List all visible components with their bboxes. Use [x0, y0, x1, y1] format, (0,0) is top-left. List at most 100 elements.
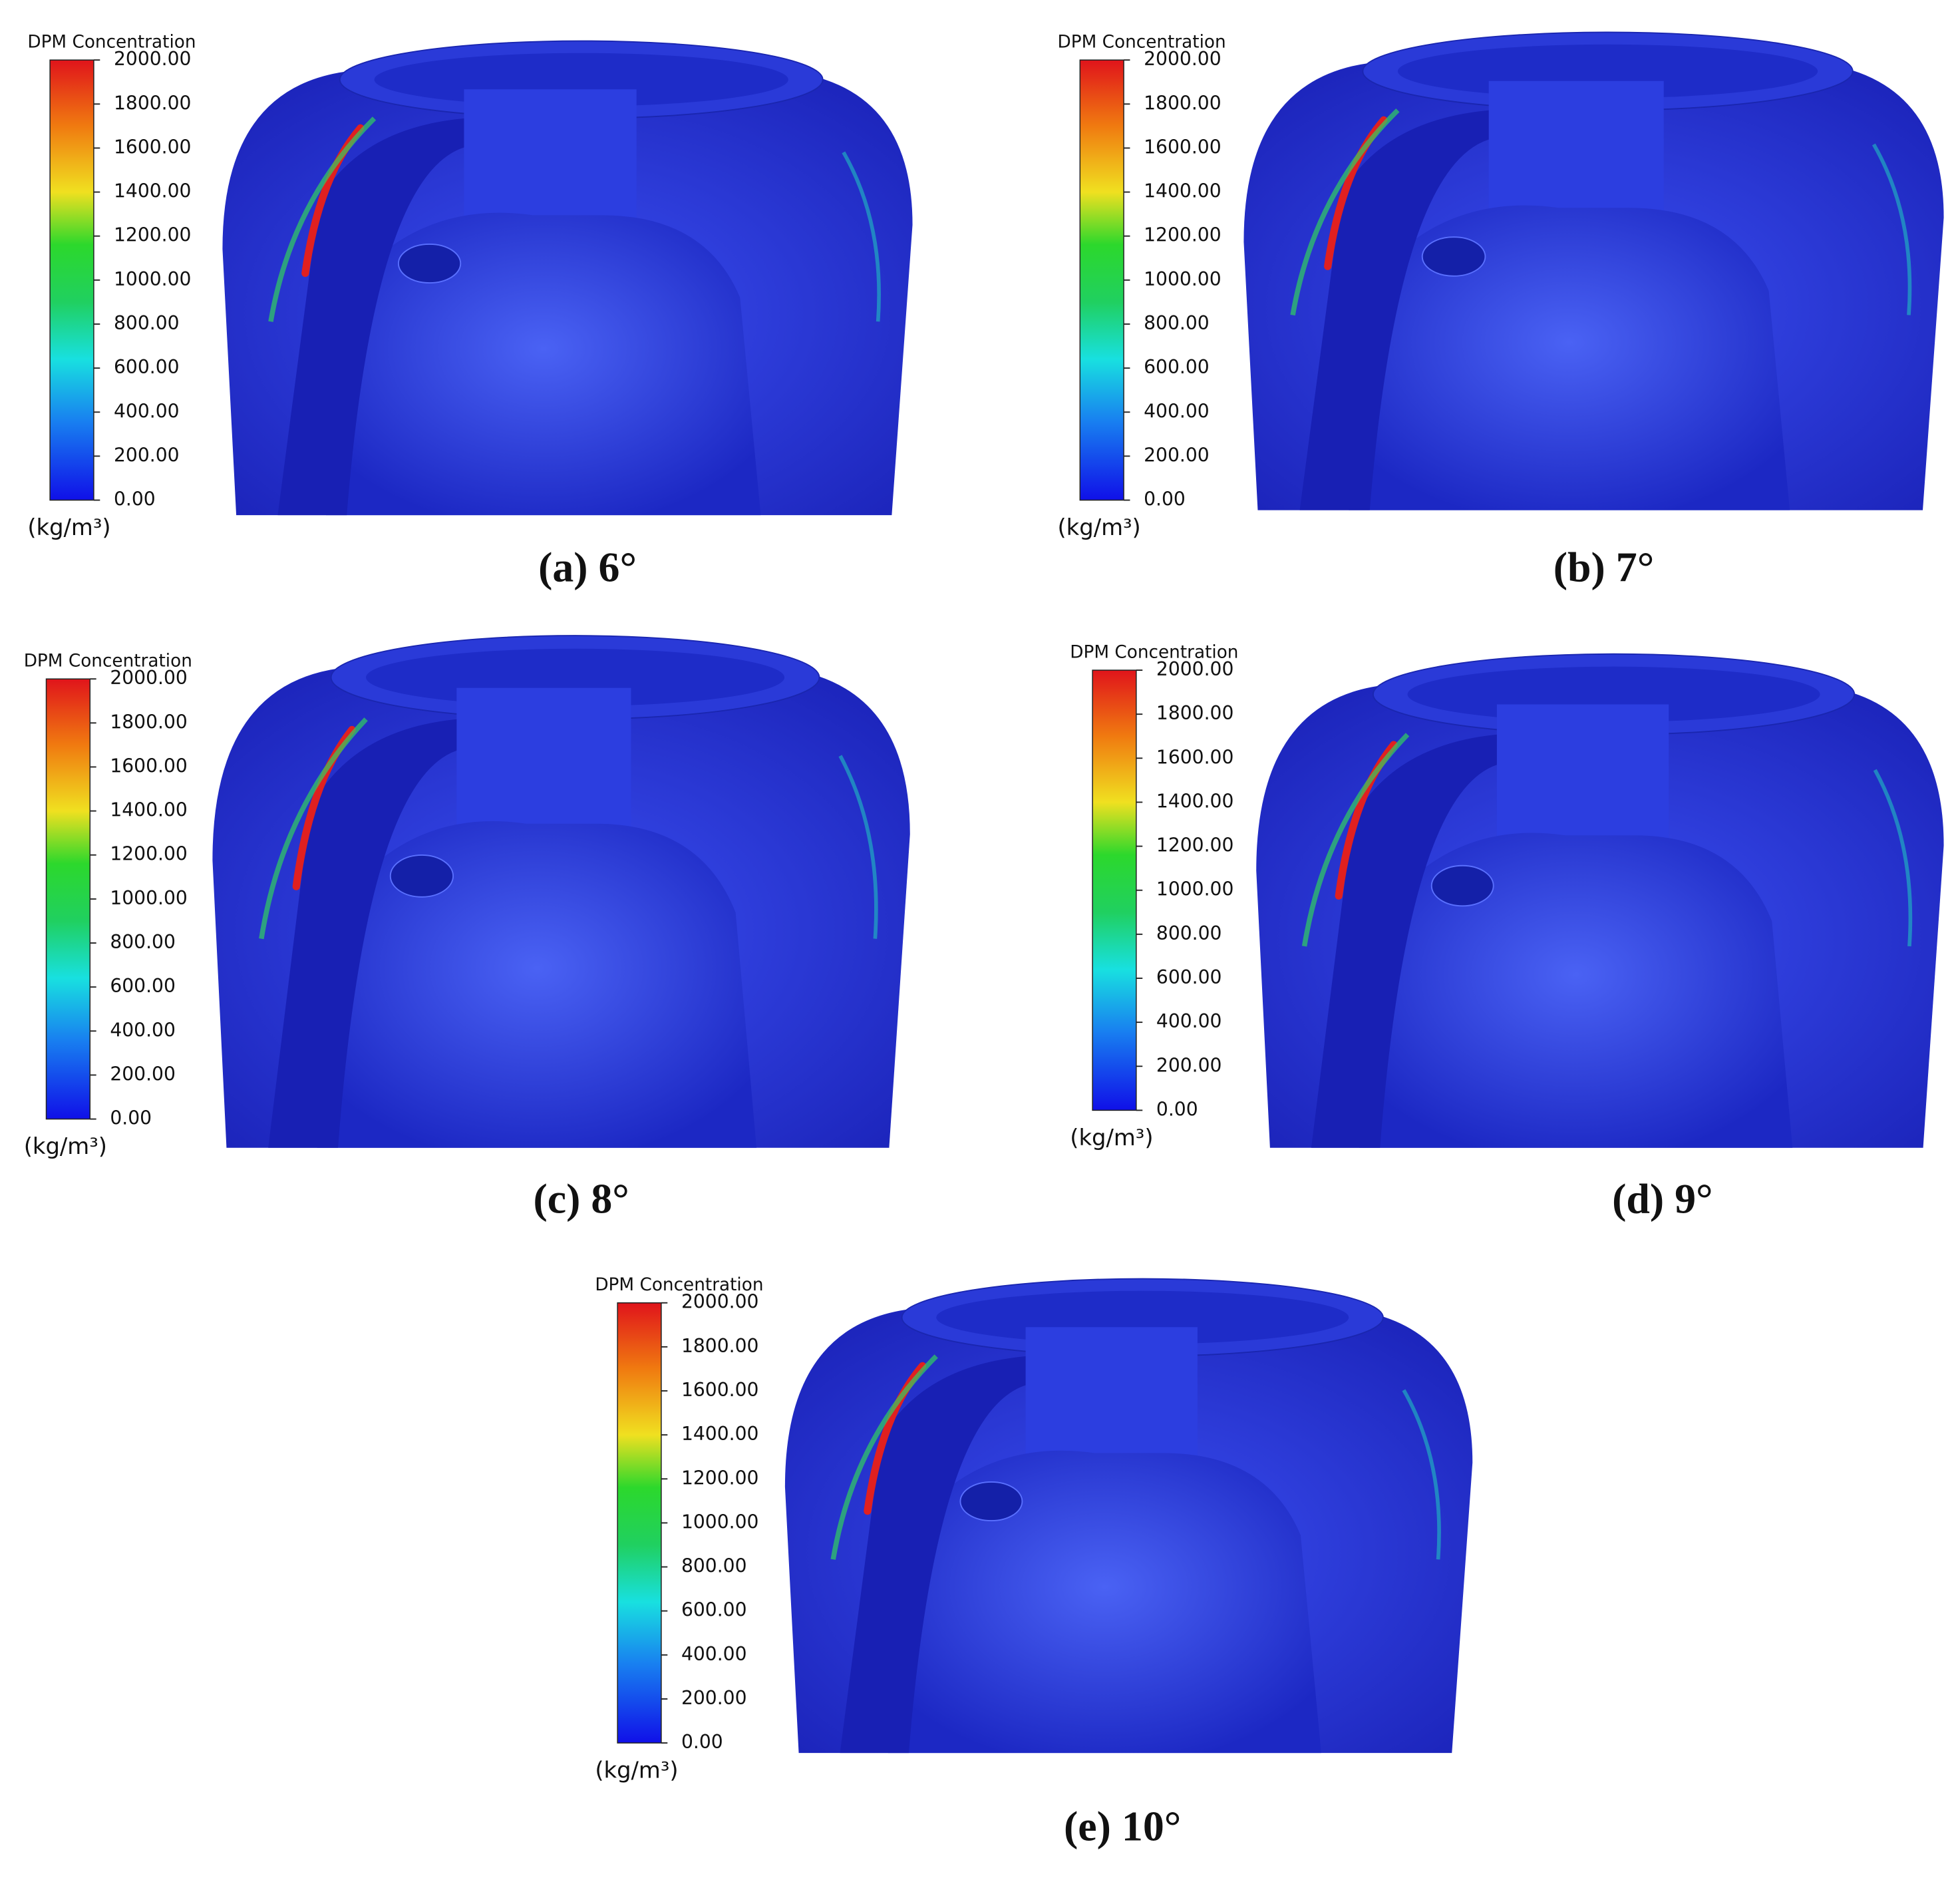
tick-label: 200.00	[110, 1063, 176, 1085]
neck	[456, 687, 631, 845]
warm-streak	[838, 755, 878, 939]
tick-label: 800.00	[114, 312, 180, 334]
tick-label: 600.00	[1156, 966, 1222, 988]
inner-column	[325, 212, 761, 516]
tick-label: 1200.00	[110, 843, 188, 865]
tick-label: 1400.00	[110, 799, 188, 821]
warm-streak	[1872, 143, 1912, 315]
tick-label: 1200.00	[114, 224, 191, 246]
tick-label: 1800.00	[1144, 92, 1222, 114]
tick-label: 1000.00	[681, 1511, 759, 1533]
color-bar	[1079, 59, 1124, 501]
neck	[1025, 1327, 1198, 1473]
side-wall	[268, 719, 457, 1148]
tick-label: 400.00	[110, 1019, 176, 1041]
tick-label: 400.00	[1156, 1010, 1222, 1032]
tick-label: 800.00	[1156, 922, 1222, 944]
tick-label: 2000.00	[681, 1291, 759, 1313]
tick-label: 0.00	[681, 1731, 723, 1753]
tick-label: 200.00	[681, 1687, 747, 1709]
tick-label: 800.00	[1144, 312, 1210, 334]
tick-label: 1600.00	[110, 755, 188, 777]
tick-label: 400.00	[114, 400, 180, 422]
tick-label: 600.00	[681, 1599, 747, 1621]
legend-title: DPM Concentration	[24, 651, 192, 671]
port-hole	[959, 1481, 1023, 1522]
legend-title: DPM Concentration	[1057, 32, 1225, 52]
warm-streak	[1301, 733, 1410, 947]
legend-title: DPM Concentration	[595, 1275, 763, 1295]
tick-label: 1800.00	[114, 92, 191, 114]
tick-label: 1000.00	[1156, 878, 1234, 900]
legend-unit: (kg/m³)	[1057, 514, 1140, 540]
tick-label: 1000.00	[110, 887, 188, 909]
panel-caption: (d) 9°	[1612, 1175, 1713, 1222]
inner-column	[1349, 205, 1790, 510]
tick-label: 1200.00	[1144, 224, 1222, 246]
tick-label: 0.00	[1144, 488, 1186, 510]
tick-label: 1600.00	[1156, 746, 1234, 768]
side-wall	[1299, 110, 1489, 510]
inner-column	[1359, 833, 1793, 1148]
legend-title: DPM Concentration	[1070, 642, 1238, 662]
port-hole	[389, 854, 454, 898]
warm-streak	[268, 116, 377, 322]
tick-label: 800.00	[110, 931, 176, 953]
tick-label: 1400.00	[681, 1423, 759, 1445]
color-bar	[1092, 669, 1137, 1111]
warm-streak	[1873, 769, 1913, 947]
tick-label: 400.00	[1144, 400, 1210, 422]
side-wall	[1311, 734, 1497, 1148]
tick-label: 800.00	[681, 1555, 747, 1577]
tick-label: 1800.00	[681, 1335, 759, 1357]
tick-label: 0.00	[110, 1107, 152, 1129]
port-hole	[1421, 236, 1486, 277]
legend-unit: (kg/m³)	[27, 514, 110, 540]
neck	[464, 89, 637, 235]
tick-label: 400.00	[681, 1643, 747, 1665]
neck	[1496, 704, 1669, 856]
tick-label: 1400.00	[114, 180, 191, 202]
port-hole	[397, 243, 462, 284]
tick-label: 1800.00	[110, 711, 188, 733]
tick-label: 2000.00	[110, 667, 188, 689]
tick-label: 0.00	[114, 488, 156, 510]
legend-unit: (kg/m³)	[1070, 1125, 1153, 1151]
legend-title: DPM Concentration	[27, 32, 196, 52]
inner-column	[317, 821, 757, 1148]
port-hole	[1430, 864, 1494, 907]
tick-label: 1600.00	[1144, 136, 1222, 158]
tick-label: 1400.00	[1144, 180, 1222, 202]
panel-caption: (e) 10°	[1064, 1803, 1181, 1850]
tick-label: 1600.00	[114, 136, 191, 158]
tick-label: 200.00	[1156, 1054, 1222, 1076]
legend-unit: (kg/m³)	[595, 1758, 678, 1784]
tick-label: 1000.00	[1144, 268, 1222, 290]
tick-label: 1000.00	[114, 268, 191, 290]
color-bar	[49, 59, 94, 501]
tick-label: 600.00	[110, 975, 176, 997]
tick-label: 1400.00	[1156, 790, 1234, 812]
panel-caption: (a) 6°	[538, 544, 637, 591]
tick-label: 1600.00	[681, 1379, 759, 1401]
tick-label: 1800.00	[1156, 702, 1234, 724]
panel-caption: (c) 8°	[533, 1175, 629, 1222]
tick-label: 200.00	[114, 444, 180, 466]
tick-label: 1200.00	[681, 1467, 759, 1489]
inner-column	[888, 1450, 1321, 1754]
warm-streak	[842, 151, 881, 322]
tick-label: 0.00	[1156, 1098, 1198, 1120]
tick-label: 2000.00	[1144, 48, 1222, 70]
neck	[1488, 81, 1664, 228]
tick-label: 2000.00	[114, 48, 191, 70]
panel-caption: (b) 7°	[1553, 544, 1655, 591]
warm-streak	[830, 1354, 938, 1560]
side-wall	[277, 118, 464, 516]
warm-streak	[1290, 108, 1400, 316]
color-bar	[45, 678, 91, 1120]
